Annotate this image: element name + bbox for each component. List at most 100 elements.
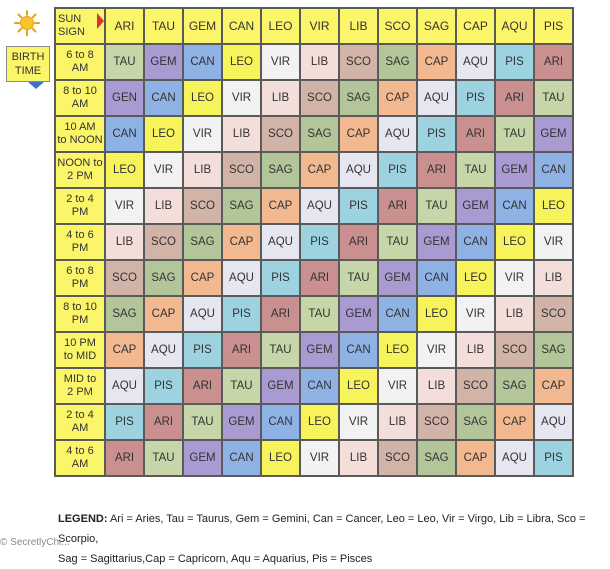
time-slot-label: 8 to 10 AM [54,79,106,117]
time-slot-label: 8 to 10 PM [54,295,106,333]
rising-sign-cell: LIB [338,439,379,477]
rising-sign-cell: SAG [338,79,379,117]
rising-sign-cell: PIS [416,115,457,153]
rising-sign-cell: LEO [377,331,418,369]
sign-header-cap: CAP [455,7,496,45]
rising-sign-cell: CAN [260,403,301,441]
time-slot-line-2: 2 PM [67,386,93,398]
time-slot-line-2: AM [71,458,89,470]
legend-line-1: Ari = Aries, Tau = Taurus, Gem = Gemini,… [58,513,586,545]
time-slot-label: 10 PM to MID [54,331,106,369]
table-row: 2 to 4 AM PIS ARI TAU GEM CAN LEO VIR LIB SCO SAG CA… [54,403,574,441]
rising-sign-cell: ARI [260,295,301,333]
rising-sign-cell: SAG [494,367,535,405]
time-slot-line-1: 10 AM [64,121,96,133]
rising-sign-cell: AQU [182,295,223,333]
rising-sign-cell: AQU [416,79,457,117]
rising-sign-cell: SAG [182,223,223,261]
table-row: 6 to 8 AM TAU GEM CAN LEO VIR LIB SCO SAG CAP AQU PI… [54,43,574,81]
rising-sign-cell: TAU [104,43,145,81]
rising-sign-cell: GEM [260,367,301,405]
rising-sign-cell: SAG [299,115,340,153]
rising-sign-cell: TAU [455,151,496,189]
rising-sign-cell: LEO [143,115,184,153]
rising-sign-cell: VIR [416,331,457,369]
sign-header-sco: SCO [377,7,418,45]
rising-sign-cell: LEO [455,259,496,297]
sign-header-can: CAN [221,7,262,45]
rising-sign-cell: SCO [104,259,145,297]
rising-sign-cell: GEM [221,403,262,441]
time-slot-label: 6 to 8 PM [54,259,106,297]
rising-sign-cell: GEN [104,79,145,117]
rising-sign-cell: CAP [182,259,223,297]
rising-sign-cell: CAP [338,115,379,153]
table-row: 8 to 10 AM GEN CAN LEO VIR LIB SCO SAG CAP AQU PIS A… [54,79,574,117]
time-slot-label: 2 to 4 PM [54,187,106,225]
rising-sign-cell: SCO [182,187,223,225]
time-slot-label: 2 to 4 AM [54,403,106,441]
rising-sign-cell: PIS [299,223,340,261]
table-row: 10 AM to NOON CAN LEO VIR LIB SCO SAG CAP AQU PIS A… [54,115,574,153]
legend: LEGEND: Ari = Aries, Tau = Taurus, Gem =… [58,509,603,569]
rising-sign-cell: SCO [338,43,379,81]
rising-sign-cell: TAU [494,115,535,153]
rising-sign-cell: ARI [416,151,457,189]
rising-sign-cell: SAG [377,43,418,81]
rising-sign-cell: PIS [221,295,262,333]
rising-sign-cell: SAG [416,439,457,477]
rising-sign-cell: PIS [494,43,535,81]
time-slot-line-2: to NOON [57,134,103,146]
rising-sign-cell: LIB [104,223,145,261]
sign-header-pis: PIS [533,7,574,45]
rising-sign-cell: AQU [377,115,418,153]
rising-sign-cell: TAU [260,331,301,369]
rising-sign-cell: ARI [533,43,574,81]
rising-sign-cell: SAG [143,259,184,297]
rising-sign-cell: LIB [143,187,184,225]
rising-sign-cell: CAN [182,43,223,81]
rising-sign-cell: AQU [221,259,262,297]
rising-sign-cell: SCO [377,439,418,477]
rising-sign-cell: VIR [533,223,574,261]
legend-title: LEGEND: [58,513,108,525]
time-slot-line-1: 2 to 4 [66,193,94,205]
rising-sign-cell: SCO [143,223,184,261]
rising-sign-cell: LIB [182,151,223,189]
rising-sign-cell: LEO [494,223,535,261]
time-slot-line-2: 2 PM [67,170,93,182]
rising-sign-cell: CAP [260,187,301,225]
rising-sign-cell: LEO [182,79,223,117]
rising-sign-cell: VIR [299,439,340,477]
time-slot-line-2: PM [71,278,89,290]
time-slot-line-1: 4 to 6 [66,229,94,241]
rising-sign-cell: SCO [260,115,301,153]
rising-sign-cell: GEM [494,151,535,189]
rising-sign-cell: ARI [338,223,379,261]
time-slot-line-2: PM [71,314,89,326]
time-slot-line-1: MID to [63,373,97,385]
table-row: NOON to 2 PM LEO VIR LIB SCO SAG CAP AQU PIS ARI TA… [54,151,574,189]
rising-sign-cell: GEM [377,259,418,297]
rising-sign-cell: SAG [221,187,262,225]
sign-header-ari: ARI [104,7,145,45]
rising-sign-cell: SAG [104,295,145,333]
sign-header-vir: VIR [299,7,340,45]
rising-sign-cell: CAN [416,259,457,297]
time-slot-line-1: 10 PM [64,337,96,349]
rising-sign-cell: CAP [377,79,418,117]
rising-sign-cell: TAU [221,367,262,405]
sign-header-tau: TAU [143,7,184,45]
sign-header-gem: GEM [182,7,223,45]
sun-icon [14,10,40,36]
rising-sign-cell: LIB [260,79,301,117]
rising-sign-cell: LEO [260,439,301,477]
rising-sign-cell: CAP [455,439,496,477]
rising-sign-cell: GEM [416,223,457,261]
rising-sign-cell: LIB [455,331,496,369]
rising-sign-cell: GEM [299,331,340,369]
rising-sign-cell: LIB [494,295,535,333]
down-arrow-icon [28,82,44,89]
right-arrow-icon [97,13,104,29]
table-row: 6 to 8 PM SCO SAG CAP AQU PIS ARI TAU GEM CAN LEO VI… [54,259,574,297]
